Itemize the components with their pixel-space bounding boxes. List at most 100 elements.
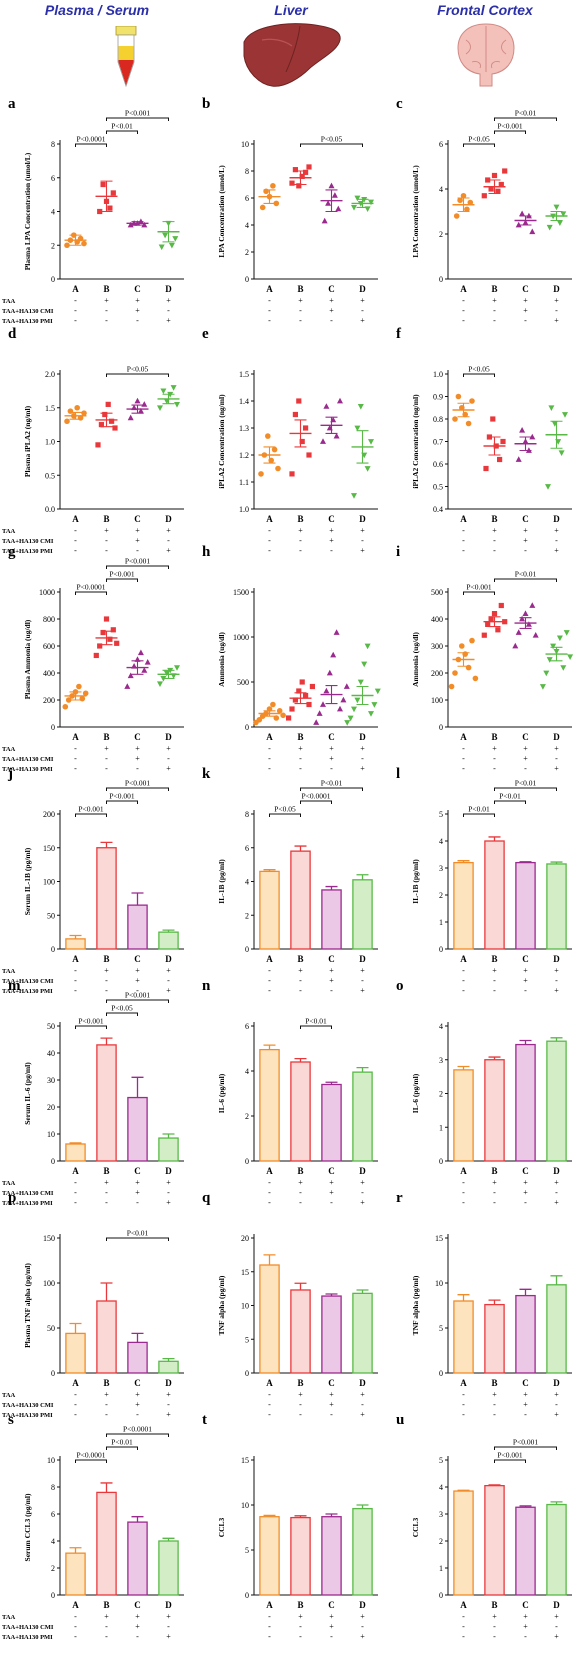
y-tick-label: 0 xyxy=(439,723,443,732)
y-tick-label: 4 xyxy=(245,221,249,230)
x-tick-label: B xyxy=(103,1378,109,1388)
condition-sign: + xyxy=(166,764,171,773)
y-axis-label: LPA Concentration (umol/L) xyxy=(411,165,420,258)
panel-letter-g: g xyxy=(8,544,16,560)
bar-D xyxy=(158,1360,179,1374)
condition-sign: + xyxy=(523,1622,528,1631)
condition-sign: + xyxy=(360,1410,365,1419)
panel-letter-r: r xyxy=(396,1190,403,1206)
y-tick-label: 2 xyxy=(439,1537,443,1546)
condition-sign: - xyxy=(136,546,139,555)
y-tick-label: 0 xyxy=(439,1369,443,1378)
condition-sign: + xyxy=(329,526,334,535)
point-D xyxy=(560,665,567,671)
condition-sign: - xyxy=(330,1632,333,1641)
condition-sign: + xyxy=(166,546,171,555)
point-B xyxy=(289,180,295,186)
x-tick-label: B xyxy=(297,284,303,294)
y-tick-label: 150 xyxy=(43,844,55,853)
point-B xyxy=(502,168,508,174)
error-bar-A xyxy=(457,652,470,667)
x-tick-label: B xyxy=(491,954,497,964)
x-tick-label: C xyxy=(328,732,335,742)
significance-bracket xyxy=(106,565,169,569)
point-A xyxy=(74,404,80,411)
condition-sign: + xyxy=(329,966,334,975)
point-B xyxy=(97,208,103,215)
condition-sign: + xyxy=(492,296,497,305)
condition-sign: + xyxy=(329,1188,334,1197)
condition-sign: + xyxy=(104,1178,109,1187)
condition-label: TAA+HA130 PMI xyxy=(2,766,53,773)
y-tick-label: 0 xyxy=(51,1157,55,1166)
condition-sign: + xyxy=(135,1390,140,1399)
point-C xyxy=(323,403,330,409)
y-tick-label: 6 xyxy=(245,1022,249,1031)
condition-label: TAA xyxy=(2,1392,16,1399)
condition-label: TAA+HA130 PMI xyxy=(2,548,53,555)
x-tick-label: A xyxy=(72,514,79,524)
condition-sign: - xyxy=(361,1188,364,1197)
condition-sign: - xyxy=(299,976,302,985)
condition-sign: - xyxy=(493,976,496,985)
bar-D xyxy=(352,879,373,950)
condition-label: TAA+HA130 CMI xyxy=(2,756,54,763)
bar-A xyxy=(453,1490,474,1596)
error-bar-B xyxy=(488,1299,501,1305)
error-bar-B xyxy=(294,1057,307,1062)
condition-sign: - xyxy=(299,536,302,545)
error-bar-B xyxy=(100,1282,113,1301)
x-tick-label: D xyxy=(553,1166,560,1176)
point-B xyxy=(306,452,312,458)
error-bar-C xyxy=(131,1516,144,1523)
condition-sign: - xyxy=(524,1410,527,1419)
condition-sign: + xyxy=(104,526,109,535)
condition-sign: + xyxy=(135,976,140,985)
error-bar-B xyxy=(100,1482,113,1493)
condition-sign: + xyxy=(298,744,303,753)
condition-sign: - xyxy=(462,1400,465,1409)
y-tick-label: 0.8 xyxy=(433,415,443,424)
point-B xyxy=(498,181,504,188)
error-bar-D xyxy=(162,1133,175,1139)
y-tick-label: 1 xyxy=(439,1123,443,1132)
condition-sign: - xyxy=(105,1188,108,1197)
error-bar-A xyxy=(69,411,82,420)
x-tick-label: C xyxy=(328,1166,335,1176)
point-C xyxy=(337,705,343,712)
point-A xyxy=(270,183,276,189)
condition-sign: + xyxy=(135,536,140,545)
x-tick-label: A xyxy=(460,732,467,742)
bar-B xyxy=(96,1300,117,1374)
condition-sign: + xyxy=(166,1390,171,1399)
x-tick-label: D xyxy=(165,732,172,742)
y-tick-label: 4 xyxy=(439,1022,443,1031)
x-tick-label: D xyxy=(553,1378,560,1388)
error-bar-C xyxy=(519,1039,532,1045)
point-D xyxy=(174,665,180,671)
y-tick-label: 3 xyxy=(439,864,443,873)
condition-sign: + xyxy=(104,296,109,305)
condition-sign: + xyxy=(523,1400,528,1409)
error-bar-C xyxy=(131,1332,144,1343)
error-bar-C xyxy=(325,1293,338,1297)
condition-sign: - xyxy=(268,754,271,763)
condition-sign: - xyxy=(330,1198,333,1207)
point-C xyxy=(330,651,337,658)
significance-bracket xyxy=(75,591,107,595)
y-tick-label: 0.4 xyxy=(433,505,443,514)
condition-label: TAA+HA130 PMI xyxy=(2,1412,53,1419)
y-tick-label: 5 xyxy=(439,1456,443,1465)
point-C xyxy=(519,615,526,622)
bar-D xyxy=(546,1284,567,1374)
condition-sign: - xyxy=(493,1622,496,1631)
condition-sign: + xyxy=(329,1178,334,1187)
x-tick-label: C xyxy=(134,954,141,964)
y-tick-label: 4 xyxy=(439,837,443,846)
point-D xyxy=(351,493,357,499)
error-bar-A xyxy=(263,1514,276,1517)
condition-sign: - xyxy=(493,1198,496,1207)
p-value-label: P<0.05 xyxy=(321,135,343,144)
